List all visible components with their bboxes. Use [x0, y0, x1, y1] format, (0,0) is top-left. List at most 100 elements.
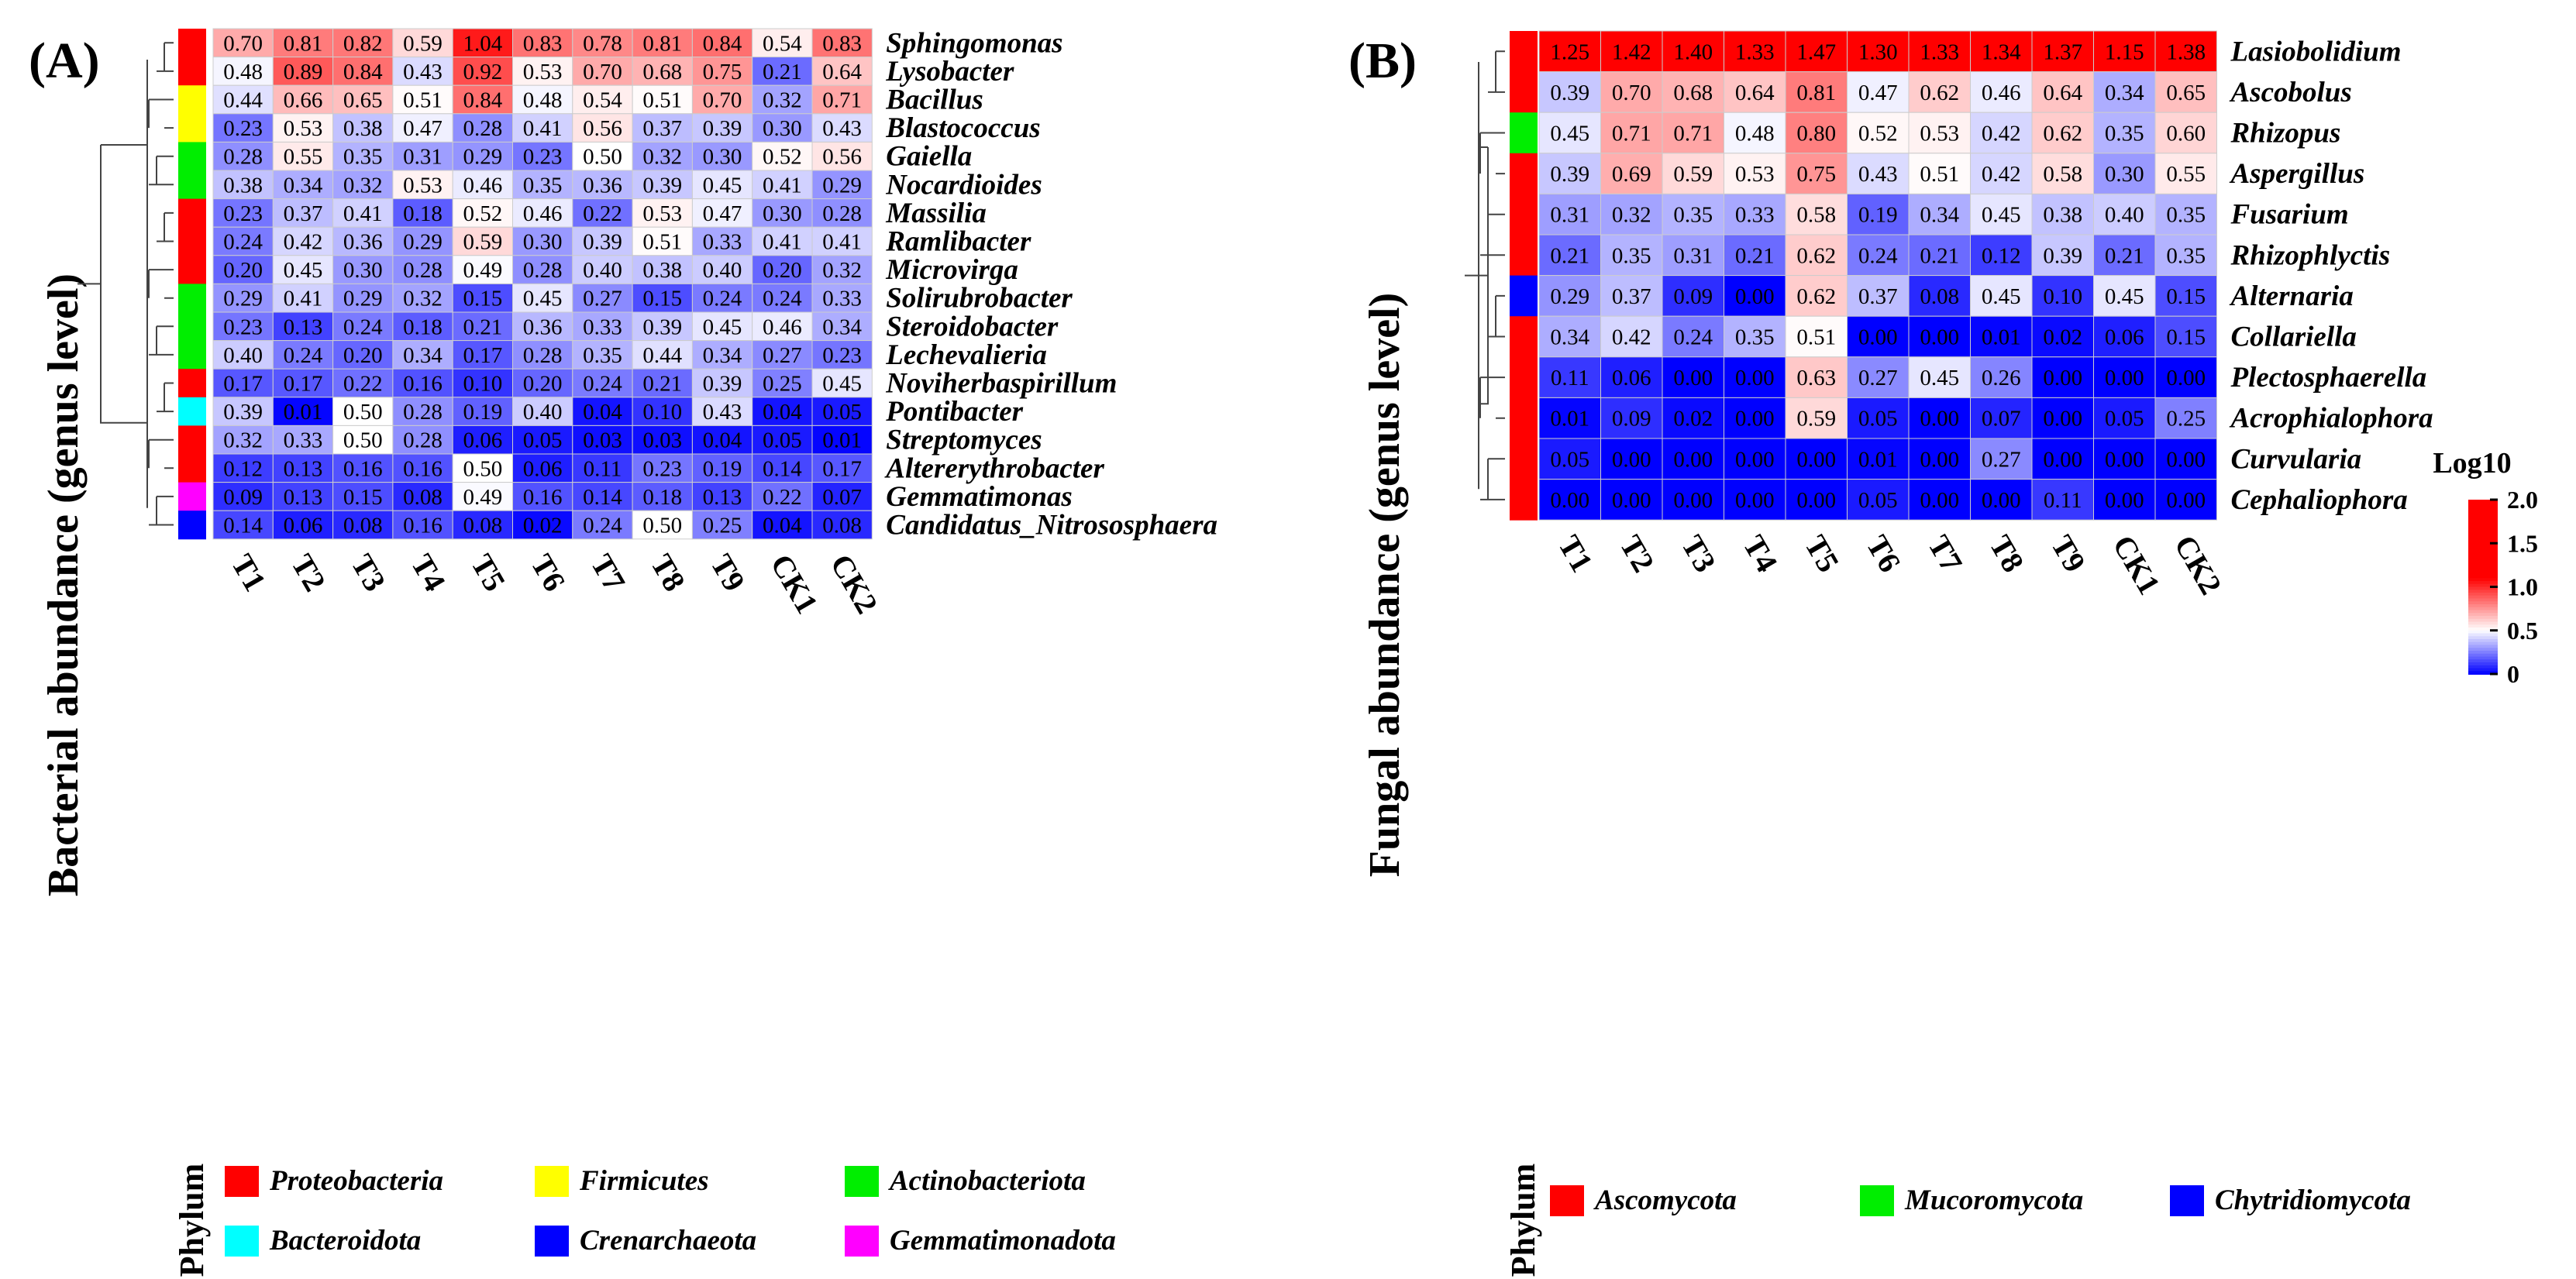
heatmap-cell: [811, 283, 873, 313]
cell-value: 0.21: [463, 315, 502, 339]
cell-value: 0.28: [403, 400, 443, 425]
cell-value: 0.14: [763, 456, 802, 481]
cell-value: 0.20: [523, 372, 563, 397]
heatmap-cell: [572, 226, 633, 256]
cell-value: 0.04: [583, 400, 622, 425]
heatmap-cell: [332, 311, 394, 342]
cell-value: 0.00: [1920, 407, 1959, 431]
heatmap-cell: [752, 113, 813, 143]
cell-value: 0.16: [403, 456, 443, 481]
cell-value: 0.80: [1796, 122, 1836, 146]
cell-value: 0.26: [1982, 366, 2021, 390]
cell-value: 0.41: [763, 173, 802, 198]
row-label: Gemmatimonas: [886, 481, 1073, 513]
heatmap-cell: [452, 84, 514, 115]
cell-value: 0.33: [822, 287, 862, 311]
cell-value: 0.37: [1612, 284, 1651, 309]
heatmap-cell: [452, 283, 514, 313]
heatmap-cell: [2154, 315, 2217, 358]
y-axis-label: Bacterial abundance (genus level): [40, 273, 88, 896]
row-label: Aspergillus: [2230, 158, 2365, 190]
row-label: Steroidobacter: [886, 311, 1059, 342]
colorbar-segment: [2468, 552, 2498, 556]
colorbar-segment: [2468, 624, 2498, 628]
cell-value: 0.00: [2166, 447, 2206, 472]
cell-value: 0.32: [763, 88, 802, 113]
heatmap-cell: [572, 397, 633, 426]
heatmap-cell: [1662, 397, 1724, 439]
column-label: T7: [584, 548, 632, 597]
phylum-strip-cell: [1510, 316, 1538, 358]
cell-value: 0.62: [1796, 284, 1836, 309]
cell-value: 0.29: [1550, 284, 1589, 309]
cell-value: 0.53: [403, 173, 443, 198]
cell-value: 0.06: [284, 514, 323, 538]
heatmap-cell: [1847, 112, 1910, 154]
heatmap-cell: [2093, 30, 2156, 73]
cell-value: 0.38: [343, 116, 383, 141]
heatmap-cell: [1662, 71, 1724, 113]
heatmap-cell: [1662, 193, 1724, 236]
cell-value: 0.38: [223, 173, 263, 198]
cell-value: 0.49: [463, 258, 502, 283]
cell-value: 0.83: [822, 31, 862, 56]
cell-value: 0.19: [703, 456, 742, 481]
colorbar-segment: [2468, 520, 2498, 524]
heatmap-cell: [452, 141, 514, 171]
colorbar-tick-label: 1.0: [2507, 573, 2538, 601]
phylum-strip-cell: [1510, 275, 1538, 317]
heatmap-cell: [332, 397, 394, 426]
heatmap-cell: [452, 57, 514, 86]
cell-value: 0.21: [1550, 243, 1589, 268]
cell-value: 0.00: [1673, 366, 1713, 390]
heatmap-cell: [212, 283, 274, 313]
cell-value: 0.18: [403, 201, 443, 226]
cell-value: 0.11: [1551, 366, 1589, 390]
column-label: T2: [1613, 529, 1661, 578]
legend-label: Firmicutes: [579, 1165, 709, 1197]
cell-value: 0.06: [463, 428, 502, 453]
cell-value: 0.53: [1920, 122, 1959, 146]
cell-value: 0.25: [703, 514, 742, 538]
colorbar-tick-label: 2.0: [2507, 486, 2538, 514]
heatmap-cell: [1662, 153, 1724, 194]
heatmap-cell: [512, 482, 573, 511]
column-label: CK1: [2106, 529, 2167, 600]
cell-value: 0.05: [1858, 488, 1898, 513]
heatmap-cell: [392, 170, 453, 200]
panel-b-heatmap: (B) Fungal abundance (genus level) 1.25 1.4…: [1348, 30, 2433, 1277]
cell-value: 0.27: [1858, 366, 1898, 390]
cell-value: 0.30: [763, 201, 802, 226]
heatmap-cell: [572, 510, 633, 540]
colorbar-title: Log10: [2433, 447, 2511, 480]
heatmap-cell: [332, 141, 394, 171]
heatmap-cell: [2154, 112, 2217, 154]
cell-value: 0.28: [523, 343, 563, 368]
heatmap-cell: [332, 198, 394, 228]
colorbar-segment: [2468, 671, 2498, 675]
cell-value: 0.64: [2043, 81, 2082, 105]
heatmap-cell: [1970, 112, 2033, 154]
heatmap-cell: [1785, 112, 1848, 154]
heatmap-cell: [272, 397, 334, 426]
cell-value: 0.45: [703, 173, 742, 198]
heatmap-cell: [212, 198, 274, 228]
heatmap-cell: [1970, 71, 2033, 113]
heatmap-cell: [1785, 234, 1848, 277]
heatmap-cell: [1724, 234, 1786, 277]
heatmap-cell: [1847, 234, 1910, 277]
heatmap-cell: [272, 226, 334, 256]
heatmap-cell: [512, 425, 573, 455]
colorbar-segment: [2468, 607, 2498, 611]
legend-swatch: [845, 1226, 879, 1257]
heatmap-cell: [2093, 112, 2156, 154]
heatmap-cell: [1600, 112, 1663, 154]
cell-value: 0.23: [223, 116, 263, 141]
colorbar-segment: [2468, 578, 2498, 582]
y-axis-label: Fungal abundance (genus level): [1361, 293, 1409, 878]
cell-value: 0.15: [2166, 284, 2206, 309]
heatmap-cell: [272, 311, 334, 342]
cell-value: 0.10: [2043, 284, 2082, 309]
cell-value: 0.43: [1858, 162, 1898, 187]
